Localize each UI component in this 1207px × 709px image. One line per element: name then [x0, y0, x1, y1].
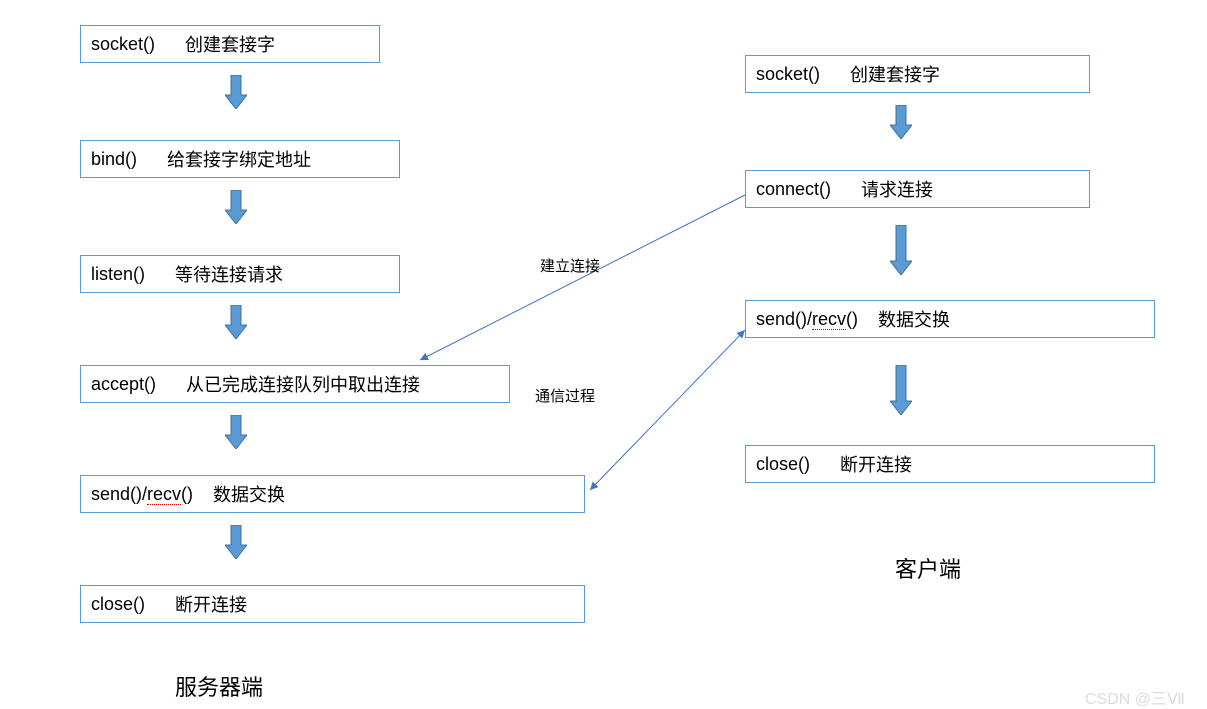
arrow-down-icon: [225, 75, 247, 109]
arrow-down-icon: [890, 105, 912, 139]
box-desc: 等待连接请求: [175, 261, 283, 287]
server-accept-box: accept() 从已完成连接队列中取出连接: [80, 365, 510, 403]
edge-connect-line: [420, 195, 745, 360]
box-desc: 断开连接: [840, 451, 912, 477]
box-desc: 数据交换: [878, 306, 950, 332]
box-fn: bind(): [91, 149, 137, 170]
arrow-down-icon: [225, 525, 247, 559]
server-listen-box: listen() 等待连接请求: [80, 255, 400, 293]
server-title: 服务器端: [175, 670, 263, 702]
box-fn: close(): [756, 454, 810, 475]
box-fn: listen(): [91, 264, 145, 285]
box-desc: 创建套接字: [850, 61, 940, 87]
box-desc: 断开连接: [175, 591, 247, 617]
box-fn: accept(): [91, 374, 156, 395]
client-close-box: close() 断开连接: [745, 445, 1155, 483]
box-desc: 创建套接字: [185, 31, 275, 57]
box-fn: send()/recv(): [91, 484, 193, 505]
box-desc: 给套接字绑定地址: [167, 146, 311, 172]
client-send-box: send()/recv() 数据交换: [745, 300, 1155, 338]
box-desc: 数据交换: [213, 481, 285, 507]
client-title: 客户端: [895, 552, 961, 584]
box-desc: 请求连接: [861, 176, 933, 202]
edge-connect-label: 建立连接: [540, 255, 600, 276]
client-socket-box: socket() 创建套接字: [745, 55, 1090, 93]
server-send-box: send()/recv() 数据交换: [80, 475, 585, 513]
watermark-text: CSDN @三Ⅶ: [1085, 685, 1185, 709]
arrow-down-icon: [225, 415, 247, 449]
arrow-down-icon: [890, 225, 912, 275]
client-connect-box: connect() 请求连接: [745, 170, 1090, 208]
arrow-down-icon: [225, 305, 247, 339]
server-bind-box: bind() 给套接字绑定地址: [80, 140, 400, 178]
box-fn: connect(): [756, 179, 831, 200]
box-fn: close(): [91, 594, 145, 615]
server-close-box: close() 断开连接: [80, 585, 585, 623]
server-socket-box: socket() 创建套接字: [80, 25, 380, 63]
arrow-down-icon: [890, 365, 912, 415]
box-fn: socket(): [91, 34, 155, 55]
box-fn: send()/recv(): [756, 309, 858, 330]
edge-io-label: 通信过程: [535, 385, 595, 406]
box-fn: socket(): [756, 64, 820, 85]
arrow-down-icon: [225, 190, 247, 224]
edge-io-line: [590, 330, 745, 490]
box-desc: 从已完成连接队列中取出连接: [186, 371, 420, 397]
